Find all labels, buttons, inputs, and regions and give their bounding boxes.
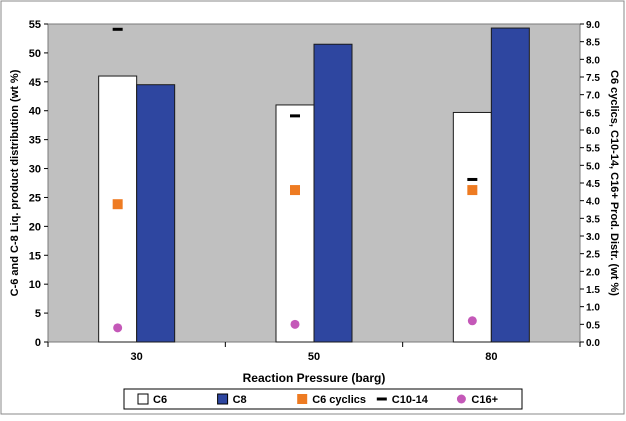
y-left-tick-label: 5 <box>35 308 41 320</box>
y-right-tick-label: 4.5 <box>586 179 600 190</box>
x-axis-title: Reaction Pressure (barg) <box>243 371 386 385</box>
legend-swatch-c10-14 <box>376 397 387 401</box>
y-left-tick-label: 10 <box>29 279 41 291</box>
legend-label: C8 <box>233 394 247 406</box>
y-right-tick-label: 9.0 <box>586 20 600 31</box>
y-right-tick-label: 2.0 <box>586 267 600 278</box>
bar-c8-30 <box>136 84 176 343</box>
y-right-tick-label: 4.0 <box>586 197 600 208</box>
marker-c16--50 <box>290 319 300 329</box>
y-right-tick-label: 5.0 <box>586 161 600 172</box>
x-tick-label: 50 <box>308 351 320 363</box>
y-left-tick-label: 30 <box>29 164 41 176</box>
y-right-tick-label: 5.5 <box>586 144 600 155</box>
y-right-tick-label: 6.5 <box>586 108 600 119</box>
legend-swatch-c8 <box>217 393 229 405</box>
marker-c16--30 <box>113 323 123 333</box>
marker-c10-14-80 <box>467 177 478 181</box>
y-left-axis-title: C-6 and C-8 Liq. product distribution (w… <box>9 69 21 296</box>
y-left-tick-label: 25 <box>29 192 41 204</box>
y-right-tick-label: 1.5 <box>586 285 600 296</box>
y-left-tick-label: 40 <box>29 106 41 118</box>
y-right-tick-label: 0.0 <box>586 338 600 349</box>
bar-c8-50 <box>313 43 353 343</box>
y-right-tick-label: 3.0 <box>586 232 600 243</box>
marker-c16--80 <box>467 316 477 326</box>
marker-c10-14-50 <box>290 114 300 118</box>
y-right-tick-label: 3.5 <box>586 214 600 225</box>
y-right-tick-label: 7.0 <box>586 91 600 102</box>
y-left-tick-label: 35 <box>29 135 41 147</box>
y-left-tick-label: 0 <box>35 337 41 349</box>
y-right-tick-label: 1.0 <box>586 303 600 314</box>
marker-c6-cyclics-30 <box>112 199 123 210</box>
y-right-tick-label: 8.5 <box>586 38 600 49</box>
bar-c6-50 <box>275 104 315 343</box>
legend-swatch-c16- <box>456 394 466 404</box>
y-right-tick-label: 0.5 <box>586 320 600 331</box>
y-right-tick-label: 2.5 <box>586 250 600 261</box>
legend-label: C6 cyclics <box>312 394 366 406</box>
y-right-axis-title: C6 cyclics, C10-14, C16+ Prod. Distr. (w… <box>608 70 620 296</box>
x-tick-label: 30 <box>131 351 143 363</box>
bar-c6-80 <box>452 111 492 343</box>
legend-label: C6 <box>153 394 167 406</box>
bar-c8-80 <box>490 27 530 343</box>
marker-c6-cyclics-50 <box>290 185 300 196</box>
legend-label: C16+ <box>471 394 498 406</box>
y-left-tick-label: 50 <box>29 48 41 60</box>
y-left-tick-label: 55 <box>29 19 41 31</box>
marker-c10-14-30 <box>112 27 123 31</box>
marker-c6-cyclics-80 <box>467 185 478 196</box>
y-right-tick-label: 6.0 <box>586 126 600 137</box>
y-left-tick-label: 20 <box>29 221 41 233</box>
legend-label: C10-14 <box>392 394 429 406</box>
y-right-tick-label: 7.5 <box>586 73 600 84</box>
x-tick-label: 80 <box>485 351 497 363</box>
legend-swatch-c6-cyclics <box>297 394 308 404</box>
y-left-tick-label: 45 <box>29 77 41 89</box>
y-left-tick-label: 15 <box>29 250 41 262</box>
legend-swatch-c6 <box>137 393 149 405</box>
y-right-tick-label: 8.0 <box>586 55 600 66</box>
